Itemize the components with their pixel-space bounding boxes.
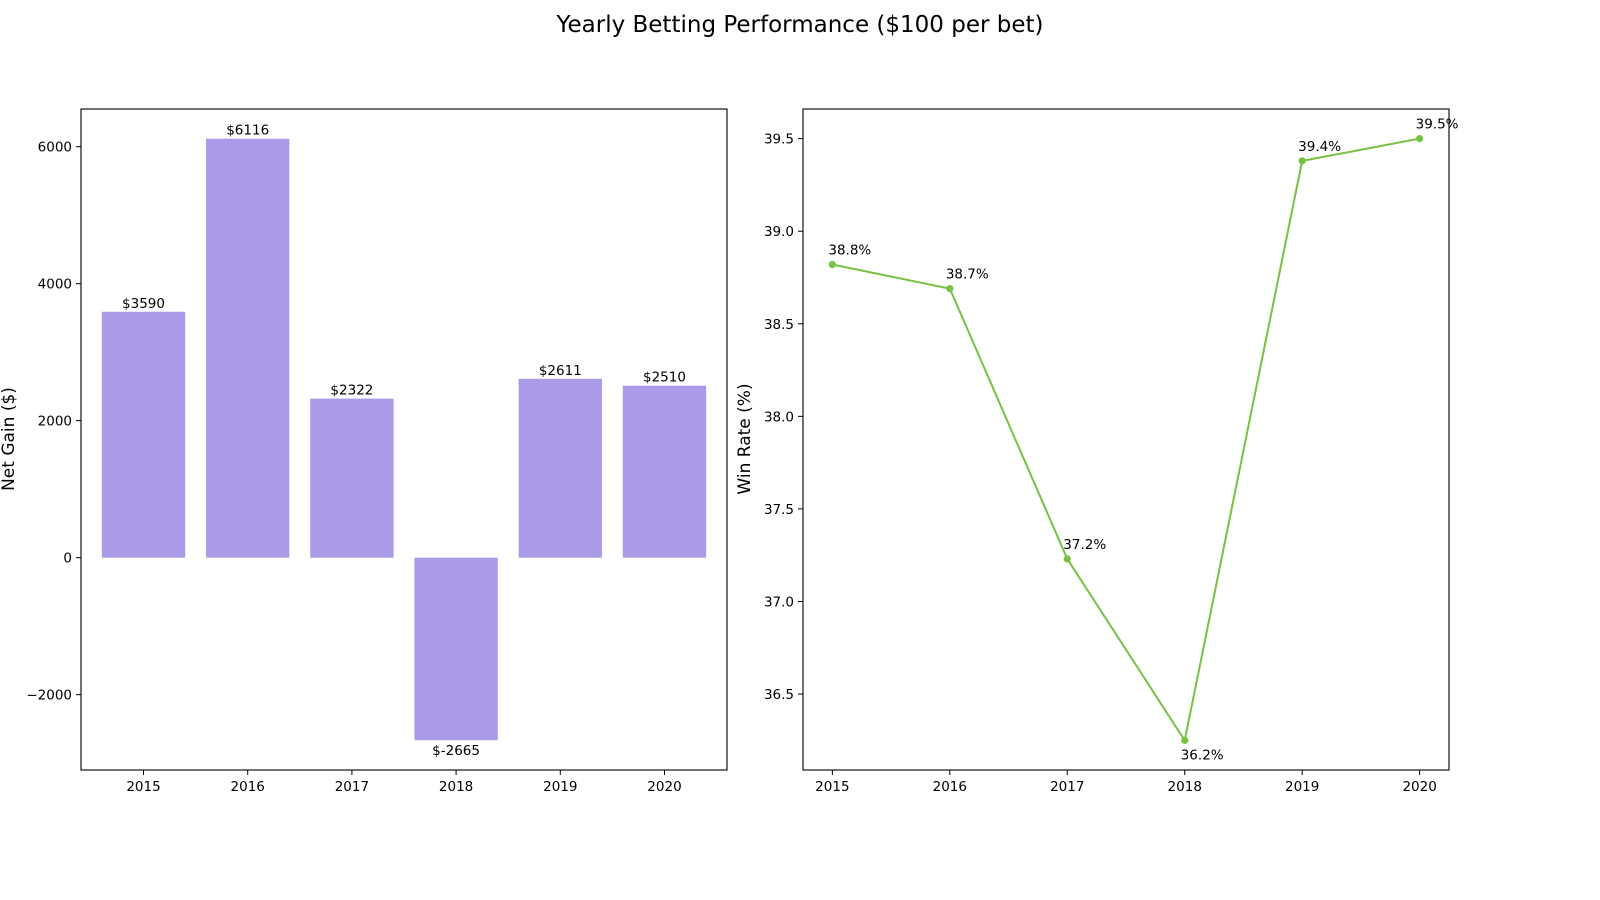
win-rate-data-label-2016: 38.7% [946, 267, 989, 283]
left-y-tick-label: 2000 [38, 414, 72, 430]
bar-2016 [206, 138, 290, 558]
right-y-tick-label: 37.0 [764, 595, 794, 611]
win-rate-point-2017 [1063, 555, 1071, 563]
win-rate-point-2019 [1298, 157, 1306, 165]
bar-data-label-2015: $3590 [122, 296, 165, 312]
bar-data-label-2019: $2611 [539, 363, 582, 379]
left-x-tick-label: 2018 [439, 779, 473, 795]
left-y-tick-label: 0 [63, 551, 72, 567]
left-x-tick-label: 2020 [647, 779, 681, 795]
right-y-tick-label: 36.5 [764, 687, 794, 703]
win-rate-data-label-2015: 38.8% [828, 243, 871, 259]
right-y-tick-label: 39.0 [764, 224, 794, 240]
bar-2019 [518, 378, 602, 558]
win-rate-data-label-2018: 36.2% [1181, 747, 1224, 763]
win-rate-line [832, 137, 1420, 743]
left-x-tick-label: 2016 [231, 779, 265, 795]
win-rate-point-2020 [1416, 135, 1424, 143]
bar-data-label-2016: $6116 [226, 123, 269, 139]
bar-2015 [101, 311, 186, 558]
right-x-tick-label: 2019 [1285, 779, 1319, 795]
left-y-tick-label: 6000 [38, 140, 72, 156]
bar-data-label-2018: $-2665 [432, 743, 480, 759]
bar-2017 [310, 398, 394, 558]
win-rate-data-label-2019: 39.4% [1298, 139, 1341, 155]
left-plot-frame [80, 108, 728, 771]
bar-2020 [622, 385, 707, 558]
right-y-axis-label: Win Rate (%) [735, 383, 755, 494]
left-x-tick-label: 2015 [126, 779, 160, 795]
win-rate-data-label-2020: 39.5% [1416, 117, 1459, 133]
right-x-tick-label: 2018 [1168, 779, 1202, 795]
chart-title: Yearly Betting Performance ($100 per bet… [556, 12, 1044, 38]
right-x-tick-label: 2017 [1050, 779, 1084, 795]
left-y-axis-label: Net Gain ($) [0, 387, 19, 491]
right-x-tick-label: 2016 [933, 779, 967, 795]
bar-data-label-2020: $2510 [643, 370, 686, 386]
left-x-tick-label: 2017 [335, 779, 369, 795]
bar-2018 [414, 557, 498, 741]
left-y-tick-label: −2000 [26, 688, 72, 704]
right-y-tick-label: 37.5 [764, 502, 794, 518]
win-rate-point-2018 [1181, 736, 1189, 744]
win-rate-point-2015 [828, 260, 836, 269]
right-plot-frame [802, 108, 1450, 771]
left-x-tick-label: 2019 [543, 779, 577, 795]
right-x-tick-label: 2020 [1402, 779, 1436, 795]
win-rate-point-2016 [946, 284, 954, 293]
right-y-tick-label: 39.5 [764, 132, 794, 148]
right-y-tick-label: 38.0 [764, 409, 794, 425]
bar-data-label-2017: $2322 [330, 383, 373, 399]
right-y-tick-label: 38.5 [764, 317, 794, 333]
left-y-tick-label: 4000 [38, 277, 72, 293]
win-rate-data-label-2017: 37.2% [1063, 537, 1106, 553]
right-x-tick-label: 2015 [815, 779, 849, 795]
